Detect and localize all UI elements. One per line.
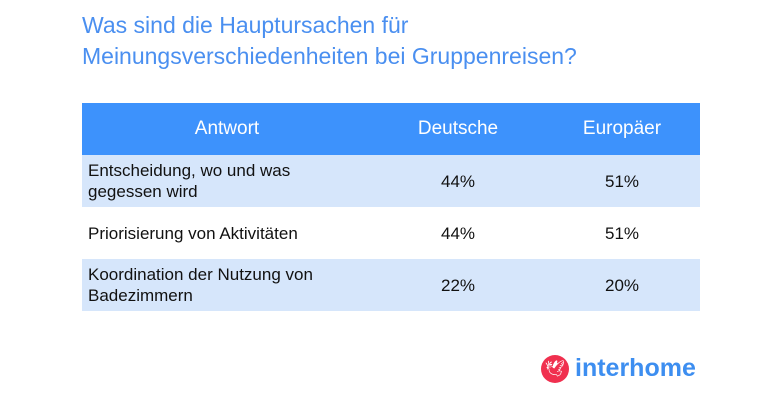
table-row: Priorisierung von Aktivitäten 44% 51%: [82, 207, 700, 259]
title-line-1: Was sind die Hauptursachen für: [82, 12, 409, 38]
german-cell: 22%: [372, 259, 544, 311]
header-european: Europäer: [544, 103, 700, 155]
european-cell: 51%: [544, 155, 700, 207]
table-row: Koordination der Nutzung von Badezimmern…: [82, 259, 700, 311]
table-row: Entscheidung, wo und was gegessen wird 4…: [82, 155, 700, 207]
title-line-2: Meinungsverschiedenheiten bei Gruppenrei…: [82, 43, 577, 69]
answer-cell: Priorisierung von Aktivitäten: [88, 223, 298, 243]
bird-icon: 🕊: [541, 354, 569, 383]
brand-name: interhome: [575, 354, 696, 382]
results-table: Antwort Deutsche Europäer Entscheidung, …: [82, 103, 700, 311]
german-cell: 44%: [372, 155, 544, 207]
table-header: Antwort Deutsche Europäer: [82, 103, 700, 155]
header-answer: Antwort: [82, 103, 372, 155]
header-german: Deutsche: [372, 103, 544, 155]
european-cell: 20%: [544, 259, 700, 311]
interhome-logo: 🕊 interhome: [541, 354, 696, 383]
german-cell: 44%: [440, 223, 476, 243]
answer-cell: Koordination der Nutzung von Badezimmern: [82, 259, 372, 311]
page-title: Was sind die Hauptursachen für Meinungsv…: [82, 10, 577, 72]
answer-cell: Entscheidung, wo und was gegessen wird: [82, 155, 372, 207]
european-cell: 51%: [604, 223, 640, 243]
